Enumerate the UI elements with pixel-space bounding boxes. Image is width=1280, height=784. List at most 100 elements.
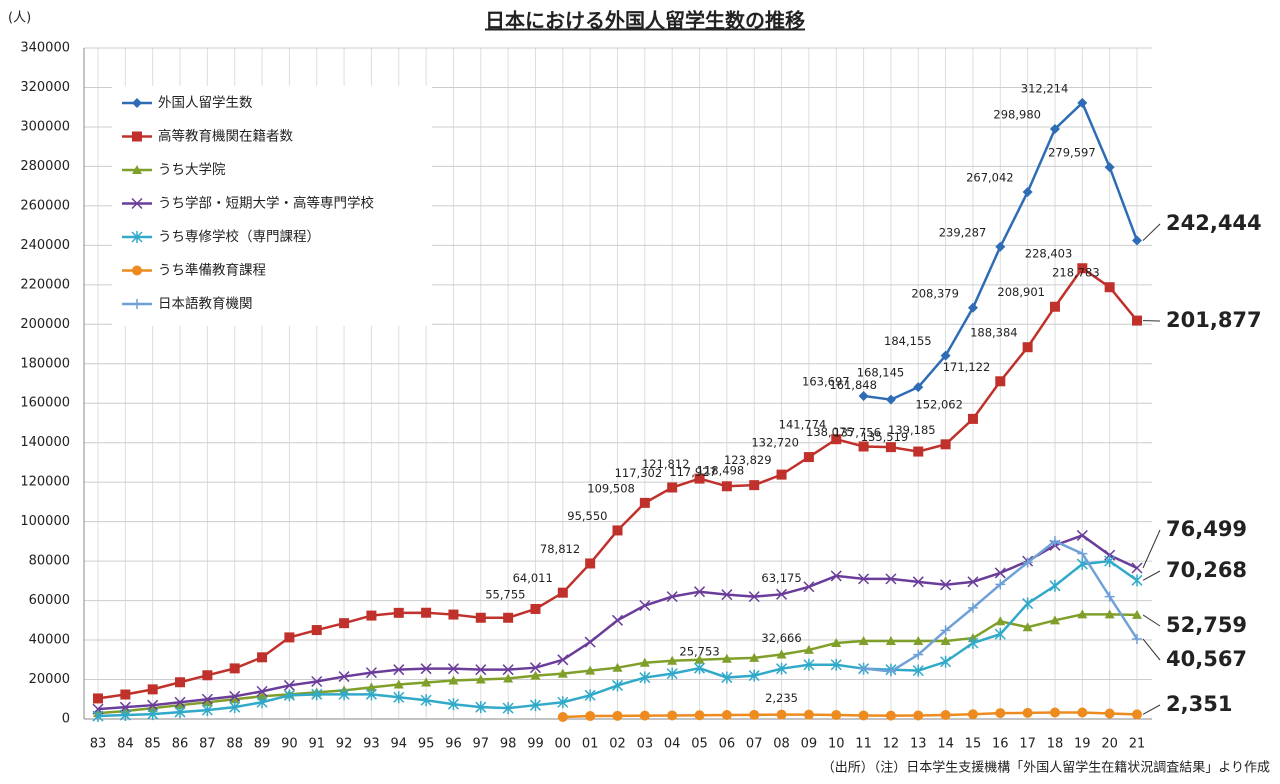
x-tick-label: 95	[418, 737, 435, 752]
x-tick-label: 91	[308, 737, 325, 752]
marker	[967, 413, 978, 424]
data-label: 137,756	[833, 426, 881, 440]
marker	[995, 708, 1006, 719]
data-label: 218,783	[1052, 266, 1100, 280]
marker	[1077, 609, 1088, 619]
marker	[201, 693, 213, 705]
marker	[229, 701, 241, 714]
marker	[1104, 282, 1115, 293]
marker	[502, 664, 514, 676]
x-tick-label: 04	[664, 737, 681, 752]
x-tick-label: 93	[363, 737, 380, 752]
marker	[885, 394, 896, 405]
legend: 外国人留学生数高等教育機関在籍者数うち大学院うち学部・短期大学・高等専門学校うち…	[112, 86, 432, 326]
marker	[666, 591, 678, 603]
data-label: 25,753	[679, 645, 719, 659]
marker	[557, 654, 569, 666]
marker	[311, 625, 322, 636]
x-tick-label: 86	[172, 737, 189, 752]
marker	[1131, 574, 1143, 587]
marker	[611, 679, 624, 692]
marker	[940, 439, 951, 450]
marker	[1022, 597, 1034, 610]
marker	[448, 675, 459, 685]
chart-title: 日本における外国人留学生数の推移	[485, 9, 805, 33]
marker	[803, 709, 814, 720]
x-tick-label: 08	[773, 737, 790, 752]
marker	[1049, 579, 1061, 592]
data-label: 123,829	[724, 453, 772, 467]
marker	[557, 696, 569, 709]
marker	[940, 636, 951, 646]
marker	[748, 591, 760, 603]
marker	[339, 618, 350, 629]
end-label: 201,877	[1166, 308, 1262, 332]
marker	[257, 652, 268, 663]
marker	[995, 241, 1006, 252]
marker	[1049, 707, 1060, 718]
marker	[201, 704, 213, 717]
marker	[1077, 707, 1088, 718]
leader	[1142, 223, 1161, 241]
marker	[831, 434, 842, 445]
marker	[639, 671, 651, 684]
marker	[174, 706, 186, 719]
marker	[858, 573, 870, 585]
x-tick-label: 07	[746, 737, 763, 752]
marker	[639, 599, 651, 612]
x-tick-label: 83	[90, 737, 107, 752]
x-tick-label: 92	[336, 737, 353, 752]
marker	[147, 708, 159, 721]
marker	[940, 710, 951, 721]
marker	[393, 679, 404, 689]
legend-label: うち専修学校（専門課程）	[158, 228, 320, 245]
x-tick-label: 00	[555, 737, 572, 752]
data-label: 78,812	[540, 542, 580, 556]
marker	[119, 709, 131, 722]
marker	[667, 482, 678, 493]
marker	[612, 662, 623, 672]
marker	[776, 588, 788, 600]
legend-marker	[132, 131, 142, 142]
x-tick-label: 19	[1074, 737, 1091, 752]
marker	[1022, 342, 1033, 353]
data-label: 267,042	[966, 170, 1014, 184]
marker	[175, 677, 186, 688]
marker	[831, 638, 842, 648]
marker	[366, 610, 377, 621]
legend-label: うち大学院	[158, 162, 226, 178]
legend-marker	[131, 197, 143, 210]
marker	[994, 628, 1006, 641]
x-tick-label: 09	[801, 737, 818, 752]
data-label: 208,901	[997, 285, 1045, 299]
x-tick-label: 15	[965, 737, 982, 752]
x-tick-label: 10	[828, 737, 845, 752]
marker	[940, 579, 952, 591]
marker	[256, 696, 268, 709]
marker	[1022, 557, 1033, 568]
marker	[1022, 186, 1033, 197]
marker	[1077, 548, 1088, 559]
marker	[202, 670, 213, 681]
marker	[1049, 536, 1060, 547]
x-tick-label: 13	[910, 737, 927, 752]
x-tick-label: 05	[691, 737, 708, 752]
data-label: 118,498	[697, 464, 745, 478]
x-tick-label: 99	[527, 737, 544, 752]
data-label: 208,379	[911, 286, 959, 300]
marker	[365, 667, 377, 679]
marker	[967, 602, 978, 613]
marker	[283, 679, 295, 691]
marker	[913, 382, 924, 393]
marker	[858, 663, 869, 674]
data-label: 132,720	[751, 436, 799, 450]
marker	[940, 655, 952, 668]
marker	[585, 665, 596, 675]
marker	[1049, 615, 1060, 625]
marker	[639, 657, 650, 667]
x-tick-label: 89	[254, 737, 271, 752]
marker	[749, 709, 760, 720]
marker	[830, 570, 842, 582]
marker	[311, 688, 323, 701]
x-tick-label: 20	[1101, 737, 1118, 752]
